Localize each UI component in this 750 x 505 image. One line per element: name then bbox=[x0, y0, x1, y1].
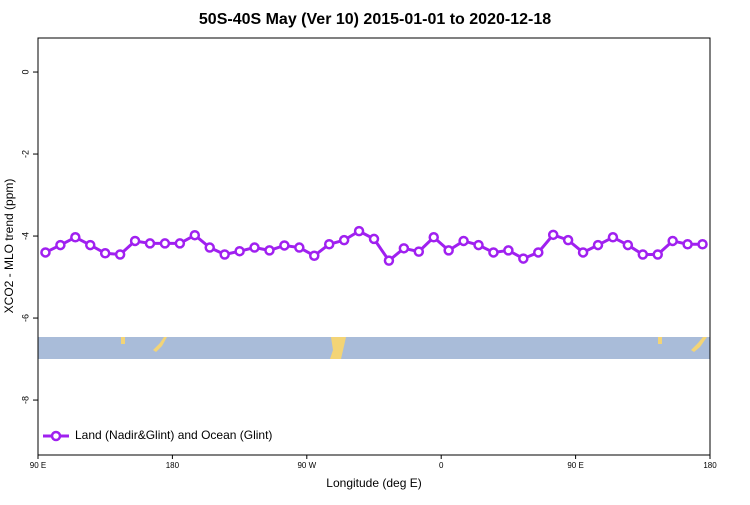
data-point bbox=[398, 243, 410, 254]
land-patch bbox=[658, 337, 662, 344]
land-patch bbox=[330, 337, 346, 359]
y-tick-label: -8 bbox=[20, 396, 30, 404]
data-point bbox=[70, 232, 81, 243]
data-point bbox=[503, 245, 514, 256]
data-point bbox=[428, 232, 439, 243]
data-point bbox=[652, 249, 663, 260]
y-tick-label: 0 bbox=[20, 70, 30, 75]
data-point bbox=[592, 239, 604, 251]
data-point bbox=[114, 249, 126, 260]
x-tick-label: 180 bbox=[166, 461, 180, 470]
x-tick-label: 180 bbox=[703, 461, 717, 470]
data-point bbox=[637, 249, 649, 260]
land-patch bbox=[691, 337, 707, 352]
data-point bbox=[622, 239, 634, 251]
data-point bbox=[667, 235, 678, 247]
data-point bbox=[264, 245, 275, 256]
x-tick-label: 90 W bbox=[297, 461, 316, 470]
data-point bbox=[607, 232, 619, 243]
plot-frame bbox=[37, 37, 711, 456]
data-point bbox=[443, 245, 454, 256]
data-point bbox=[204, 242, 215, 253]
data-point bbox=[488, 247, 499, 258]
y-tick-label: -2 bbox=[20, 150, 30, 158]
legend-marker bbox=[50, 430, 62, 442]
map-strip bbox=[38, 337, 710, 359]
data-point bbox=[85, 239, 96, 251]
ocean-band bbox=[38, 337, 710, 359]
data-point bbox=[249, 242, 260, 253]
data-point bbox=[577, 247, 589, 258]
data-point bbox=[458, 235, 469, 247]
data-point bbox=[338, 234, 350, 246]
legend-label: Land (Nadir&Glint) and Ocean (Glint) bbox=[75, 428, 272, 442]
data-point bbox=[129, 235, 141, 247]
data-point bbox=[144, 238, 156, 249]
data-point bbox=[547, 229, 559, 241]
y-tick-label: -4 bbox=[20, 232, 30, 240]
x-tick-label: 90 E bbox=[30, 461, 46, 470]
data-point bbox=[533, 247, 544, 258]
y-axis-label: XCO2 - MLO trend (ppm) bbox=[2, 179, 16, 314]
data-point bbox=[562, 234, 574, 246]
data-point bbox=[219, 249, 230, 260]
data-point bbox=[413, 246, 425, 257]
data-point bbox=[353, 225, 365, 237]
data-point bbox=[40, 247, 51, 258]
data-point bbox=[697, 238, 708, 250]
land-patch bbox=[153, 337, 167, 352]
data-point bbox=[279, 240, 290, 251]
data-point bbox=[234, 245, 245, 257]
y-tick-label: -6 bbox=[20, 314, 30, 322]
data-point bbox=[682, 238, 693, 250]
data-point bbox=[518, 253, 529, 264]
data-point bbox=[294, 242, 305, 253]
data-point bbox=[99, 248, 111, 259]
x-axis-label: Longitude (deg E) bbox=[326, 476, 421, 490]
land-patch bbox=[121, 337, 125, 344]
data-point bbox=[368, 233, 380, 245]
x-tick-label: 90 E bbox=[567, 461, 583, 470]
data-point bbox=[55, 239, 66, 251]
data-point bbox=[473, 239, 484, 251]
chart-title: 50S-40S May (Ver 10) 2015-01-01 to 2020-… bbox=[199, 11, 551, 28]
data-point bbox=[174, 238, 186, 249]
data-point bbox=[383, 255, 395, 266]
data-point bbox=[189, 229, 201, 241]
x-tick-label: 0 bbox=[439, 461, 444, 470]
data-point bbox=[309, 250, 320, 261]
data-point bbox=[323, 238, 335, 250]
data-point bbox=[159, 238, 171, 249]
